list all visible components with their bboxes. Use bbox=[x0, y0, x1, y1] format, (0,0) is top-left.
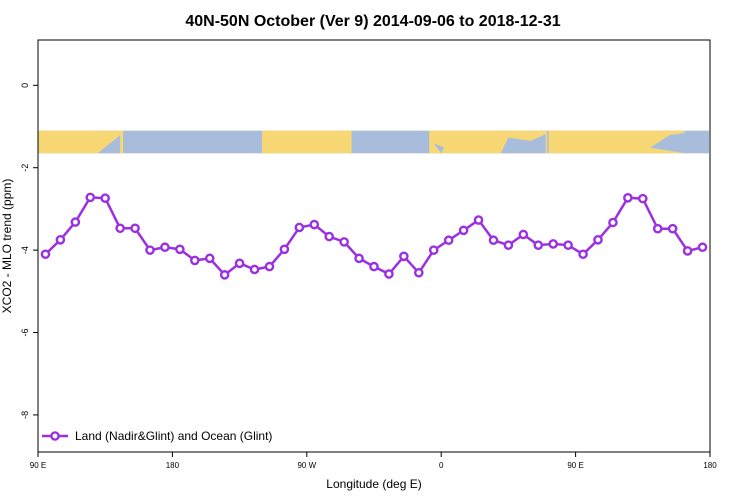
ocean-inlet bbox=[500, 134, 546, 154]
data-point bbox=[234, 258, 245, 269]
data-point bbox=[473, 215, 484, 225]
data-point bbox=[413, 267, 424, 278]
land-region bbox=[38, 130, 121, 154]
y-axis: 0 -2 -4 -6 -8 bbox=[20, 83, 38, 419]
y-tick-label: -6 bbox=[20, 329, 30, 337]
data-point bbox=[40, 249, 51, 260]
data-point bbox=[384, 269, 394, 279]
data-point bbox=[175, 244, 185, 255]
data-point bbox=[369, 261, 379, 272]
data-point bbox=[503, 240, 514, 250]
data-point bbox=[204, 253, 215, 264]
data-point bbox=[652, 223, 663, 234]
series-group bbox=[40, 192, 708, 280]
ocean-inlet bbox=[650, 132, 685, 154]
ocean-inlet bbox=[433, 143, 445, 154]
data-point bbox=[100, 193, 110, 204]
x-tick-label: 90 E bbox=[30, 461, 46, 470]
data-point bbox=[115, 223, 125, 234]
chart-title: 40N-50N October (Ver 9) 2014-09-06 to 20… bbox=[185, 13, 560, 30]
data-point bbox=[324, 231, 335, 242]
data-point bbox=[354, 253, 364, 264]
data-point bbox=[219, 270, 230, 280]
data-point bbox=[160, 242, 170, 253]
data-point bbox=[638, 193, 648, 204]
x-axis: 90 E 180 90 W 0 90 E 180 bbox=[30, 452, 717, 470]
data-point bbox=[682, 246, 693, 256]
data-point bbox=[249, 264, 260, 275]
data-point bbox=[189, 255, 200, 266]
y-tick-label: 0 bbox=[20, 83, 30, 88]
data-point bbox=[294, 222, 305, 233]
plot-frame bbox=[37, 39, 711, 453]
legend-marker-swatch bbox=[50, 431, 60, 441]
data-point bbox=[130, 223, 140, 234]
data-point bbox=[518, 229, 529, 240]
ocean-inlet bbox=[97, 135, 121, 154]
data-point bbox=[55, 235, 66, 245]
x-tick-label: 180 bbox=[703, 461, 717, 470]
data-point bbox=[548, 239, 559, 249]
data-point bbox=[85, 192, 96, 203]
x-axis-label: Longitude (deg E) bbox=[326, 477, 421, 491]
data-point bbox=[339, 237, 349, 247]
x-tick-label: 90 W bbox=[297, 461, 316, 470]
data-point bbox=[458, 225, 469, 236]
data-point bbox=[399, 251, 409, 262]
y-tick-label: -4 bbox=[20, 246, 30, 254]
data-point bbox=[309, 219, 320, 230]
data-point bbox=[264, 261, 275, 272]
data-point bbox=[488, 235, 499, 246]
data-point bbox=[623, 192, 633, 203]
data-point bbox=[145, 245, 155, 255]
y-axis-label: XCO2 - MLO trend (ppm) bbox=[0, 179, 14, 314]
x-tick-label: 180 bbox=[166, 461, 180, 470]
y-tick-label: -2 bbox=[20, 164, 30, 172]
data-point bbox=[563, 240, 573, 250]
legend: Land (Nadir&Glint) and Ocean (Glint) bbox=[42, 429, 272, 443]
data-point bbox=[593, 235, 603, 245]
data-point bbox=[667, 223, 678, 234]
data-point bbox=[70, 217, 81, 227]
y-tick-label: -8 bbox=[20, 411, 30, 419]
data-point bbox=[279, 244, 290, 255]
data-point bbox=[608, 217, 618, 228]
data-point bbox=[578, 249, 588, 260]
data-point bbox=[428, 245, 439, 255]
legend-label: Land (Nadir&Glint) and Ocean (Glint) bbox=[75, 429, 272, 443]
map-strip bbox=[38, 130, 709, 154]
data-point bbox=[697, 242, 708, 253]
data-point bbox=[533, 240, 544, 250]
data-point bbox=[443, 235, 454, 246]
land-region bbox=[262, 130, 352, 154]
x-tick-label: 0 bbox=[439, 461, 444, 470]
x-tick-label: 90 E bbox=[567, 461, 583, 470]
